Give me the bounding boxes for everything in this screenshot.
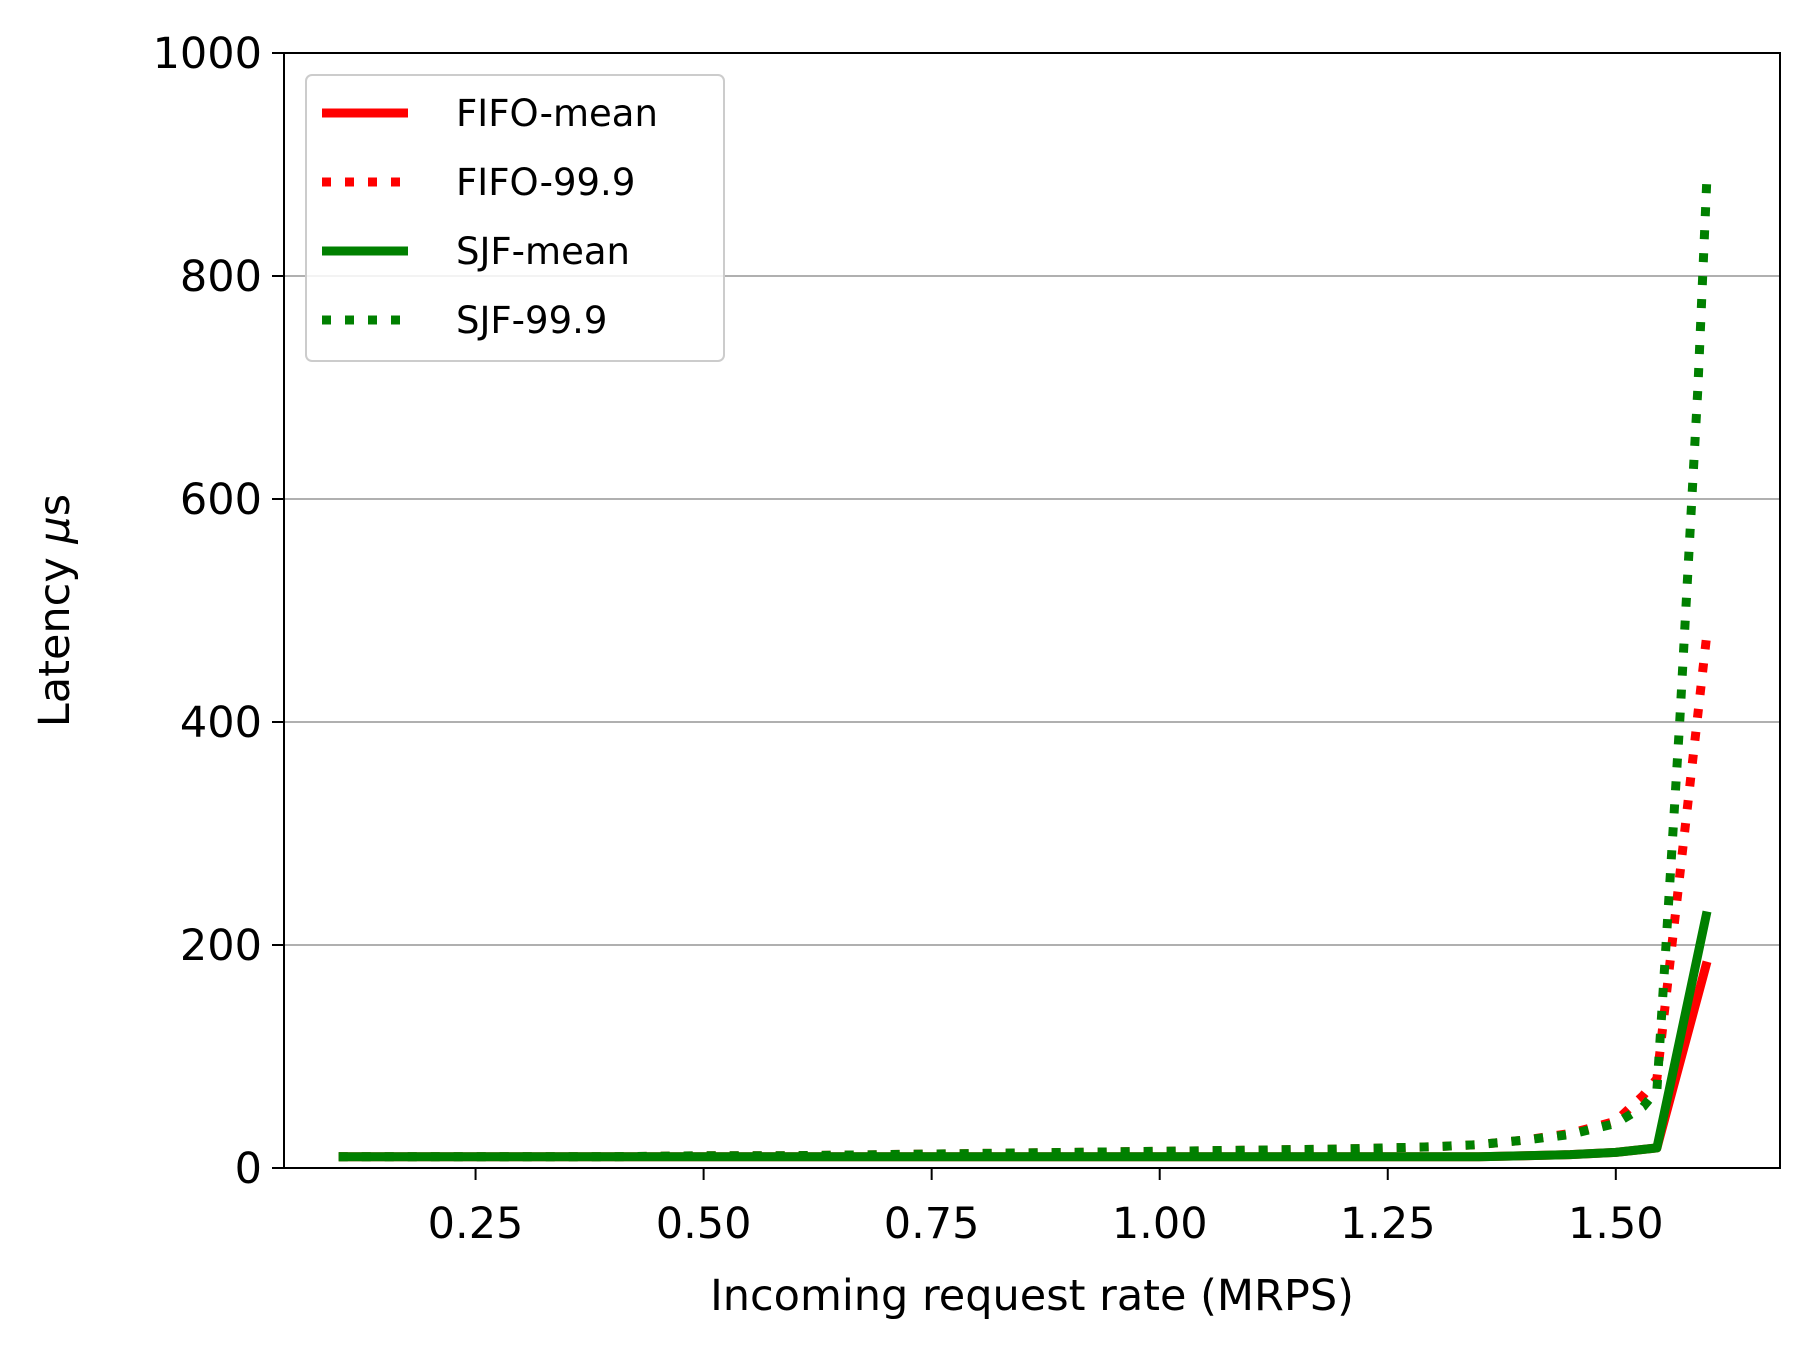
y-tick-label: 800 — [180, 252, 262, 302]
legend-label: FIFO-99.9 — [456, 161, 635, 204]
legend-box — [305, 74, 725, 362]
legend-label: SJF-mean — [456, 230, 630, 273]
y-axis-title-unit: s — [30, 494, 80, 516]
axis-ticks: 0 200 400 600 800 1000 0.25 0.50 0.75 1.00 1.25 1.5… — [153, 29, 1664, 1249]
legend-label: FIFO-mean — [456, 92, 658, 135]
y-axis-title: Latency μs — [30, 494, 80, 727]
legend: FIFO-mean FIFO-99.9 SJF-mean SJF-99.9 — [305, 74, 725, 362]
y-tick-label: 0 — [235, 1144, 262, 1194]
x-axis-title: Incoming request rate (MRPS) — [710, 1271, 1354, 1321]
y-axis-title-mu: μ — [30, 516, 80, 544]
x-tick-label: 0.75 — [884, 1199, 980, 1249]
x-tick-label: 0.50 — [656, 1199, 752, 1249]
x-tick-label: 0.25 — [428, 1199, 524, 1249]
y-tick-label: 1000 — [153, 29, 262, 79]
x-tick-label: 1.50 — [1568, 1199, 1664, 1249]
y-tick-label: 600 — [180, 475, 262, 525]
series-line-sjf-mean — [338, 910, 1712, 1162]
x-tick-label: 1.25 — [1340, 1199, 1436, 1249]
y-tick-label: 400 — [180, 698, 262, 748]
series-line-sjf-99-9 — [338, 175, 1712, 1162]
series-layer — [338, 175, 1712, 1162]
x-tick-label: 1.00 — [1112, 1199, 1208, 1249]
y-axis-title-text: Latency — [30, 544, 80, 728]
y-tick-label: 200 — [180, 921, 262, 971]
axes-frame — [283, 52, 1781, 1169]
legend-label: SJF-99.9 — [456, 299, 607, 342]
